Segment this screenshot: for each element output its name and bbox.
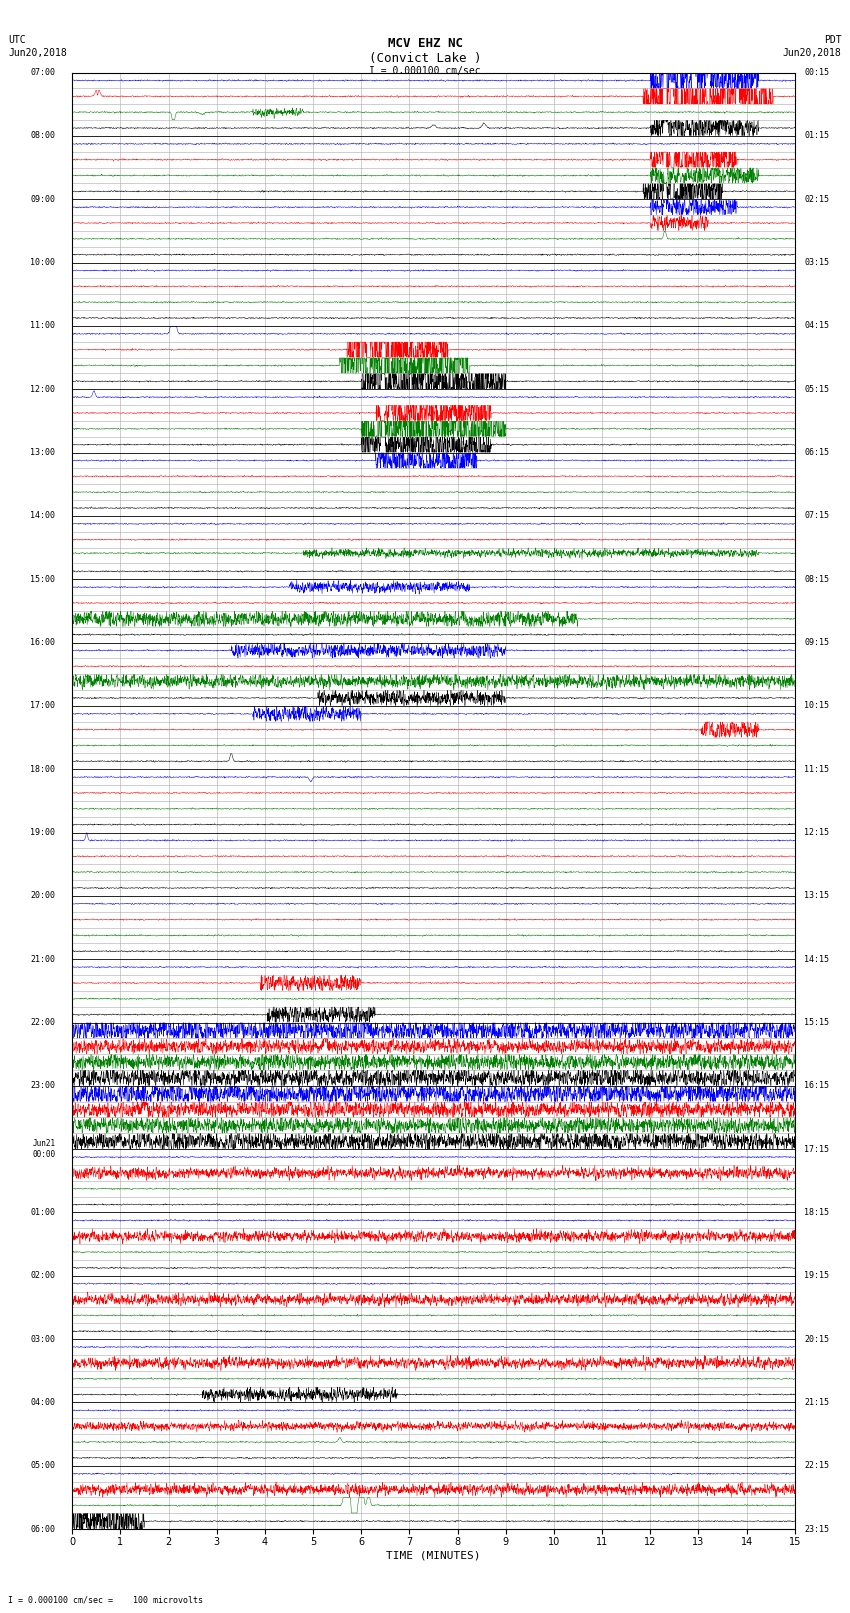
Text: 16:15: 16:15 <box>804 1081 830 1090</box>
Text: 12:15: 12:15 <box>804 827 830 837</box>
Text: 13:15: 13:15 <box>804 892 830 900</box>
Text: 05:15: 05:15 <box>804 386 830 394</box>
Text: 21:00: 21:00 <box>31 955 55 963</box>
Text: 13:00: 13:00 <box>31 448 55 456</box>
Text: 01:00: 01:00 <box>31 1208 55 1216</box>
Text: 18:15: 18:15 <box>804 1208 830 1216</box>
Text: 14:00: 14:00 <box>31 511 55 521</box>
Text: Jun20,2018: Jun20,2018 <box>783 48 842 58</box>
Text: I = 0.000100 cm/sec: I = 0.000100 cm/sec <box>369 66 481 76</box>
Text: 19:15: 19:15 <box>804 1271 830 1281</box>
Text: 07:00: 07:00 <box>31 68 55 77</box>
Text: 20:00: 20:00 <box>31 892 55 900</box>
Text: 07:15: 07:15 <box>804 511 830 521</box>
Text: 08:00: 08:00 <box>31 131 55 140</box>
Text: I = 0.000100 cm/sec =    100 microvolts: I = 0.000100 cm/sec = 100 microvolts <box>8 1595 203 1605</box>
Text: 22:15: 22:15 <box>804 1461 830 1471</box>
Text: 15:00: 15:00 <box>31 574 55 584</box>
Text: 10:15: 10:15 <box>804 702 830 710</box>
Text: 11:00: 11:00 <box>31 321 55 331</box>
Text: 04:15: 04:15 <box>804 321 830 331</box>
Text: 22:00: 22:00 <box>31 1018 55 1027</box>
Text: 03:15: 03:15 <box>804 258 830 268</box>
Text: 19:00: 19:00 <box>31 827 55 837</box>
Text: Jun20,2018: Jun20,2018 <box>8 48 67 58</box>
Text: 14:15: 14:15 <box>804 955 830 963</box>
Text: UTC: UTC <box>8 35 26 45</box>
Text: 23:00: 23:00 <box>31 1081 55 1090</box>
Text: 21:15: 21:15 <box>804 1398 830 1407</box>
Text: 08:15: 08:15 <box>804 574 830 584</box>
Text: 00:15: 00:15 <box>804 68 830 77</box>
Text: 12:00: 12:00 <box>31 386 55 394</box>
Text: 11:15: 11:15 <box>804 765 830 774</box>
Text: 06:15: 06:15 <box>804 448 830 456</box>
Text: 15:15: 15:15 <box>804 1018 830 1027</box>
Text: 02:00: 02:00 <box>31 1271 55 1281</box>
Text: 09:15: 09:15 <box>804 639 830 647</box>
Text: 05:00: 05:00 <box>31 1461 55 1471</box>
Text: MCV EHZ NC: MCV EHZ NC <box>388 37 462 50</box>
Text: Jun21
00:00: Jun21 00:00 <box>32 1139 55 1158</box>
Text: 02:15: 02:15 <box>804 195 830 203</box>
Text: 03:00: 03:00 <box>31 1334 55 1344</box>
Text: 18:00: 18:00 <box>31 765 55 774</box>
Text: 20:15: 20:15 <box>804 1334 830 1344</box>
Text: 17:00: 17:00 <box>31 702 55 710</box>
Text: 06:00: 06:00 <box>31 1524 55 1534</box>
Text: PDT: PDT <box>824 35 842 45</box>
Text: 09:00: 09:00 <box>31 195 55 203</box>
Text: (Convict Lake ): (Convict Lake ) <box>369 52 481 65</box>
Text: 17:15: 17:15 <box>804 1145 830 1153</box>
Text: 16:00: 16:00 <box>31 639 55 647</box>
X-axis label: TIME (MINUTES): TIME (MINUTES) <box>386 1552 481 1561</box>
Text: 01:15: 01:15 <box>804 131 830 140</box>
Text: 10:00: 10:00 <box>31 258 55 268</box>
Text: 04:00: 04:00 <box>31 1398 55 1407</box>
Text: 23:15: 23:15 <box>804 1524 830 1534</box>
